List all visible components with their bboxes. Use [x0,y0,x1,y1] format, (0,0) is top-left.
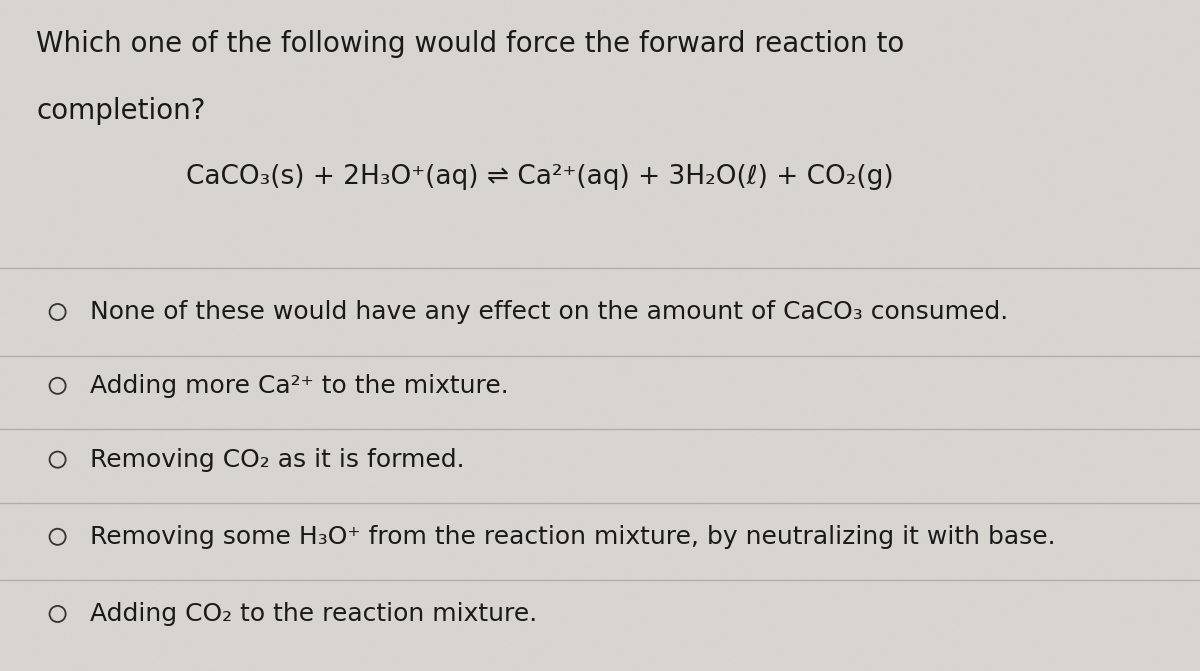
Text: CaCO₃(s) + 2H₃O⁺(aq) ⇌ Ca²⁺(aq) + 3H₂O(ℓ) + CO₂(g): CaCO₃(s) + 2H₃O⁺(aq) ⇌ Ca²⁺(aq) + 3H₂O(ℓ… [186,164,894,191]
Text: Adding CO₂ to the reaction mixture.: Adding CO₂ to the reaction mixture. [90,602,538,626]
Text: None of these would have any effect on the amount of CaCO₃ consumed.: None of these would have any effect on t… [90,300,1008,324]
Text: Adding more Ca²⁺ to the mixture.: Adding more Ca²⁺ to the mixture. [90,374,509,398]
Text: Removing CO₂ as it is formed.: Removing CO₂ as it is formed. [90,448,464,472]
Text: Which one of the following would force the forward reaction to: Which one of the following would force t… [36,30,905,58]
Text: Removing some H₃O⁺ from the reaction mixture, by neutralizing it with base.: Removing some H₃O⁺ from the reaction mix… [90,525,1056,549]
Text: completion?: completion? [36,97,205,125]
